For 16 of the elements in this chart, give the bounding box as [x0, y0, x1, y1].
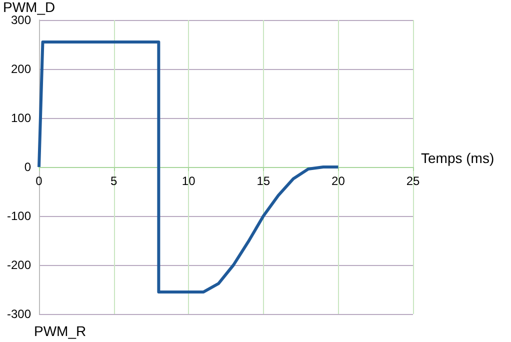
y-tick-label: 300	[10, 13, 32, 27]
text: PWM_R	[34, 323, 86, 339]
y-tick-label: 100	[10, 111, 32, 125]
x-tick-label: 5	[110, 174, 118, 188]
x-tick-label: 20	[332, 174, 346, 188]
x-axis-title: Temps (ms)	[421, 150, 494, 166]
y-tick-label: -200	[6, 258, 32, 272]
y-tick-label: 200	[10, 62, 32, 76]
x-tick-label: 15	[256, 174, 270, 188]
x-tick-label: 0	[36, 174, 43, 188]
x-tick-label: 10	[182, 174, 196, 188]
y-axis-title: PWM_D	[3, 0, 56, 15]
y-tick-label: -300	[6, 307, 32, 321]
x-tick-label: 25	[406, 174, 420, 188]
y-tick-label: 0	[24, 160, 32, 174]
y-tick-label: -100	[6, 209, 32, 223]
